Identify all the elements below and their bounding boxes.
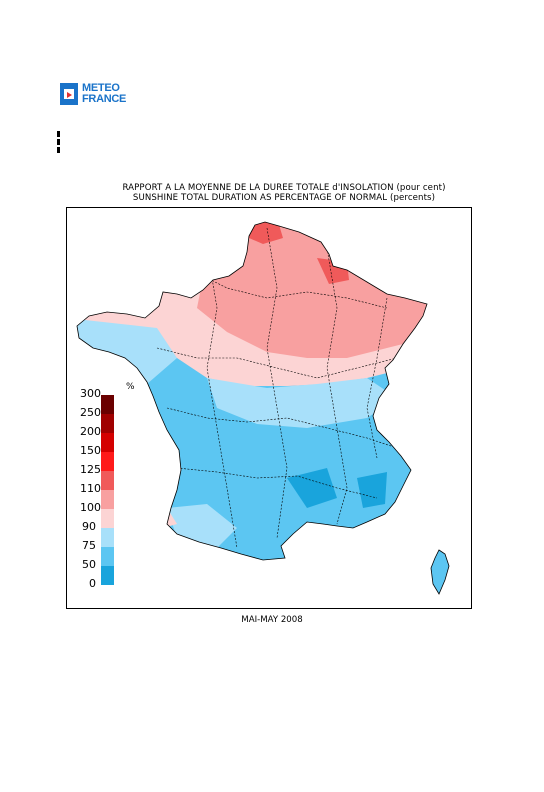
meteo-france-logo-icon (60, 83, 78, 105)
legend-color-swatch (101, 414, 114, 433)
logo-text-line2: FRANCE (82, 93, 127, 105)
period-label: MAI-MAY 2008 (241, 615, 303, 625)
map-title-french: RAPPORT A LA MOYENNE DE LA DUREE TOTALE … (122, 183, 446, 193)
logo-text-line1: METEO (82, 82, 120, 94)
legend-unit: % (126, 382, 135, 392)
legend-color-swatch (101, 452, 114, 471)
legend-color-swatch (101, 433, 114, 452)
legend-color-swatch (101, 566, 114, 585)
legend-color-swatch (101, 528, 114, 547)
legend-color-swatch (101, 509, 114, 528)
legend-color-swatch (101, 395, 114, 414)
legend-label: 90 (82, 520, 96, 533)
department-boundaries (156, 227, 398, 549)
legend-label: 50 (82, 558, 96, 571)
legend-label: 0 (89, 577, 96, 590)
map-frame (66, 207, 472, 609)
small-marks (57, 131, 62, 155)
map-title-english: SUNSHINE TOTAL DURATION AS PERCENTAGE OF… (132, 193, 436, 203)
legend-label: 200 (80, 425, 101, 438)
france-sunshine-map (76, 221, 450, 595)
legend-color-swatch (101, 547, 114, 566)
legend-color-swatch (101, 471, 114, 490)
legend-label: 125 (80, 463, 101, 476)
legend-label: 100 (80, 501, 101, 514)
legend-label: 75 (82, 539, 96, 552)
legend-color-swatch (101, 490, 114, 509)
meteo-france-logo: METEO FRANCE (60, 82, 142, 106)
color-legend: % 300 250 200 150 125 110 100 90 75 50 0 (80, 382, 140, 594)
legend-label: 250 (80, 406, 101, 419)
legend-label: 300 (80, 387, 101, 400)
legend-label: 110 (80, 482, 101, 495)
corsica-outline (430, 549, 450, 595)
legend-label: 150 (80, 444, 101, 457)
